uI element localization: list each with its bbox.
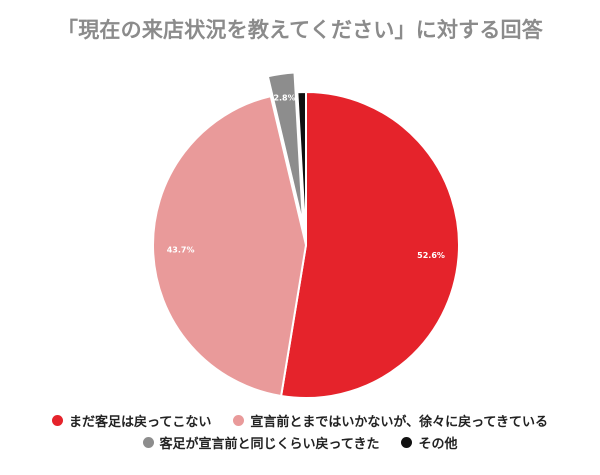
legend-marker xyxy=(401,436,413,448)
legend-label: まだ客足は戻ってこない xyxy=(68,414,212,430)
slice-data-label: 52.6% xyxy=(417,251,445,260)
pie-slice xyxy=(152,94,308,398)
legend-marker xyxy=(51,414,63,426)
slice-data-label: 2.8% xyxy=(273,94,295,103)
legend-label: 宣言前とまではいかないが、徐々に戻ってきている xyxy=(250,414,549,430)
pie-slice xyxy=(279,90,460,399)
legend-item: 客足が宣言前と同じくらい戻ってきた xyxy=(142,433,380,452)
legend-item: 宣言前とまではいかないが、徐々に戻ってきている xyxy=(233,411,548,430)
chart-legend: まだ客足は戻ってこない 宣言前とまではいかないが、徐々に戻ってきている 客足が宣… xyxy=(0,409,600,453)
legend-item: その他 xyxy=(401,433,457,452)
legend-item: まだ客足は戻ってこない xyxy=(51,411,212,430)
chart-title: 「現在の来店状況を教えてください」に対する回答 xyxy=(57,18,543,42)
legend-marker xyxy=(233,414,245,426)
pie-slice xyxy=(266,71,305,226)
legend-marker xyxy=(142,436,154,448)
legend-label: 客足が宣言前と同じくらい戻ってきた xyxy=(159,436,380,452)
pie-slice xyxy=(296,90,307,246)
slice-data-label: 43.7% xyxy=(167,245,195,254)
legend-row-1: まだ客足は戻ってこない 宣言前とまではいかないが、徐々に戻ってきている xyxy=(0,409,600,431)
legend-label: その他 xyxy=(418,436,458,452)
legend-row-2: 客足が宣言前と同じくらい戻ってきた その他 xyxy=(0,431,600,453)
